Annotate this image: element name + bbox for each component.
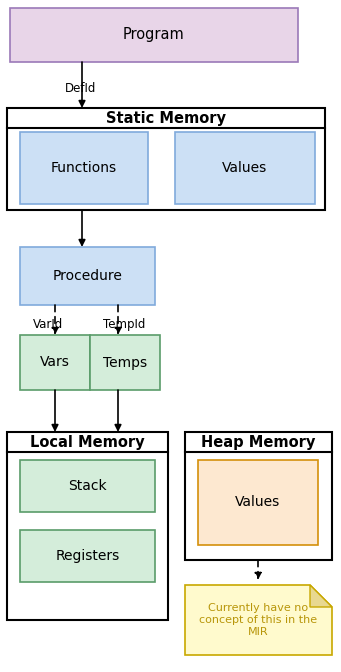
Text: Vars: Vars — [40, 355, 70, 370]
Bar — [185, 432, 332, 560]
Bar — [10, 8, 298, 62]
Text: Values: Values — [235, 495, 281, 509]
Text: Procedure: Procedure — [53, 269, 122, 283]
Text: Heap Memory: Heap Memory — [201, 435, 316, 450]
Polygon shape — [310, 585, 332, 607]
Text: Temps: Temps — [103, 355, 147, 370]
Bar — [20, 335, 90, 390]
Text: Stack: Stack — [68, 479, 107, 493]
Text: Program: Program — [123, 28, 185, 42]
Text: TempId: TempId — [103, 318, 145, 331]
Bar — [20, 530, 155, 582]
Text: Functions: Functions — [51, 161, 117, 175]
Bar — [20, 460, 155, 512]
Text: DefId: DefId — [65, 82, 97, 95]
Bar — [90, 335, 160, 390]
Text: Local Memory: Local Memory — [30, 435, 145, 450]
Text: Registers: Registers — [55, 549, 120, 563]
Bar — [7, 432, 168, 620]
Text: Currently have no
concept of this in the
MIR: Currently have no concept of this in the… — [199, 603, 317, 636]
Polygon shape — [185, 585, 332, 655]
Text: VarId: VarId — [33, 318, 63, 331]
Bar — [20, 132, 148, 204]
Text: Values: Values — [222, 161, 268, 175]
Bar — [7, 108, 325, 210]
Bar — [175, 132, 315, 204]
Text: Static Memory: Static Memory — [106, 110, 226, 126]
Bar — [198, 460, 318, 545]
Bar — [20, 247, 155, 305]
